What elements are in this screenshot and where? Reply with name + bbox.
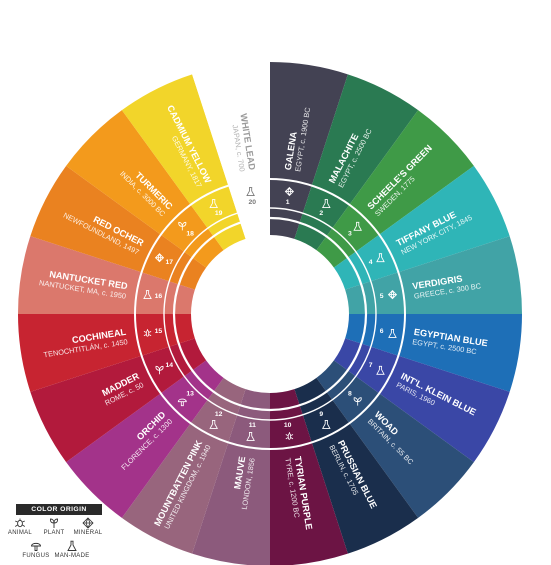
plant-icon [178,221,187,231]
wedge-number-nantucket-red: 16 [155,293,163,300]
wedge-malachite [294,74,419,251]
wedge-number-madder: 14 [166,362,174,369]
legend-item-man-made: MAN-MADE [52,540,92,559]
legend-label-man-made: MAN-MADE [54,553,90,559]
wedge-tiffany-blue [333,165,510,290]
wedge-scheele-s-green [316,110,474,268]
wedge-number-turmeric: 18 [186,231,194,238]
man-made-icon [376,253,385,263]
wedge-mauve [192,389,270,565]
man-made-icon [209,199,219,208]
man-made-icon [246,432,255,441]
plant-icon [353,397,362,406]
wedge-woad [316,360,474,518]
wedge-white-lead [192,62,270,239]
man-made-icon [376,365,385,375]
man-made-icon [321,420,331,429]
legend-title: COLOR ORIGIN [16,504,102,515]
plant-icon [49,518,59,528]
wedge-number-woad: 8 [348,390,352,397]
mineral-icon [387,290,398,300]
wedge-number-tiffany-blue: 4 [369,259,373,266]
wedge-number-egyptian-blue: 6 [380,328,384,335]
wedge-egyptian-blue [345,314,522,392]
wedge-cochineal [18,314,195,392]
mineral-icon [82,517,94,529]
animal-icon [14,518,26,528]
mineral-icon [284,186,294,197]
wedge-number-cadmium-yellow: 19 [215,210,223,217]
wedge-orchid [66,360,224,518]
wedge-nantucket-red [18,236,195,314]
wedge-int-l-klein-blue [333,338,510,463]
animal-icon [143,329,152,337]
wedge-number-mountbatten-pink: 12 [215,411,223,418]
fungus-icon [31,542,41,551]
man-made-icon [353,221,362,231]
wedge-number-verdigris: 5 [380,293,384,300]
inner-ring [172,216,368,412]
wedge-number-int-l-klein-blue: 7 [369,362,373,369]
wedge-number-malachite: 2 [319,210,323,217]
legend-label-mineral: MINERAL [73,530,103,536]
legend-label-fungus: FUNGUS [22,553,50,559]
man-made-icon [67,540,77,551]
wedge-number-galena: 1 [286,199,290,206]
wedge-turmeric [66,110,224,268]
legend-label-animal: ANIMAL [7,530,33,536]
wedge-number-prussian-blue: 9 [319,411,323,418]
man-made-icon [143,290,152,300]
man-made-icon [209,420,219,429]
legend-item-animal: ANIMAL [0,517,40,536]
legend-item-fungus: FUNGUS [16,540,56,559]
man-made-icon [246,187,255,196]
wedge-number-red-ocher: 17 [166,259,174,266]
wedge-number-orchid: 13 [186,390,194,397]
wedge-number-scheele-s-green: 3 [348,231,352,238]
legend-item-plant: PLANT [34,517,74,536]
legend-item-mineral: MINERAL [68,517,108,536]
wedge-number-tyrian-purple: 10 [284,422,292,429]
ring-divider [163,207,377,421]
legend: COLOR ORIGIN ANIMAL PLANT MINERAL FUNGUS… [6,504,104,562]
wedge-number-mauve: 11 [249,422,256,429]
fungus-icon [177,398,187,407]
wedge-number-cochineal: 15 [155,328,163,335]
mineral-icon [154,253,165,263]
legend-label-plant: PLANT [43,530,65,536]
plant-icon [155,365,164,375]
wedge-number-white-lead: 20 [249,199,257,206]
man-made-icon [388,328,397,338]
outer-ring [134,178,406,450]
wedge-cadmium-yellow [121,74,246,251]
animal-icon [285,432,294,440]
man-made-icon [321,199,331,208]
